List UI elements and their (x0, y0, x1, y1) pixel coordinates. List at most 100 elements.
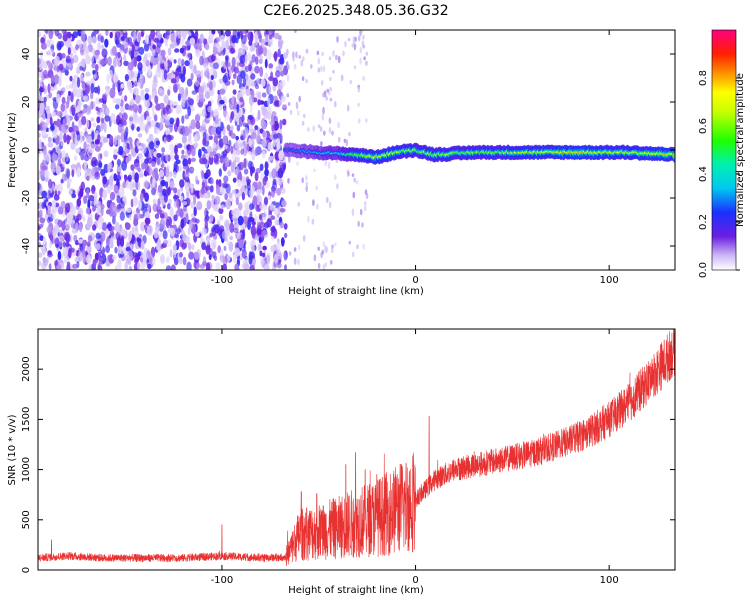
noise-blob (268, 170, 272, 179)
noise-blob (70, 52, 73, 58)
noise-blob (328, 56, 332, 61)
noise-blob (38, 31, 41, 38)
noise-blob (244, 53, 248, 64)
noise-blob (85, 46, 89, 55)
noise-blob (247, 114, 253, 120)
noise-blob (74, 155, 77, 161)
noise-blob (133, 71, 139, 78)
noise-blob (169, 206, 174, 218)
noise-blob (148, 164, 152, 175)
noise-blob (228, 129, 232, 137)
noise-blob (144, 217, 151, 225)
noise-blob (146, 249, 151, 260)
noise-blob (187, 106, 192, 117)
noise-blob (184, 60, 190, 67)
noise-blob (241, 192, 245, 201)
noise-blob (50, 85, 55, 92)
noise-blob (335, 54, 338, 61)
noise-blob (109, 31, 113, 39)
noise-blob (144, 88, 150, 93)
noise-blob (42, 113, 46, 120)
noise-blob (222, 74, 228, 83)
noise-blob (135, 180, 139, 190)
noise-blob (196, 179, 200, 185)
noise-blob (107, 163, 111, 174)
noise-blob (101, 44, 104, 50)
noise-blob (212, 142, 217, 149)
noise-blob (206, 145, 213, 153)
noise-blob (208, 135, 213, 141)
noise-blob (182, 65, 186, 76)
noise-blob (100, 169, 106, 176)
noise-blob (112, 45, 117, 56)
noise-blob (109, 87, 116, 99)
noise-blob (177, 57, 182, 66)
noise-blob (275, 65, 282, 72)
noise-blob (279, 221, 285, 229)
noise-blob (68, 189, 72, 196)
noise-blob (202, 137, 207, 146)
noise-blob (38, 152, 41, 158)
noise-blob (222, 263, 227, 270)
noise-blob (206, 237, 211, 246)
noise-blob (173, 195, 180, 200)
noise-blob (95, 200, 102, 209)
noise-blob (232, 227, 239, 233)
noise-blob (51, 111, 56, 118)
x-tick-label: 100 (600, 575, 619, 586)
noise-blob (47, 83, 51, 94)
noise-blob (287, 64, 290, 70)
noise-blob (109, 69, 113, 80)
spectrogram-x-axis-label: Height of straight line (km) (288, 286, 424, 297)
noise-blob (263, 210, 267, 221)
noise-blob (165, 128, 171, 136)
noise-blob (264, 58, 268, 69)
noise-blob (101, 93, 108, 101)
noise-blob (41, 165, 48, 171)
noise-blob (150, 119, 157, 127)
noise-blob (190, 119, 196, 130)
snr-x-axis-label: Height of straight line (km) (288, 585, 424, 596)
noise-blob (144, 163, 149, 173)
noise-blob (38, 132, 41, 138)
noise-blob (251, 54, 256, 63)
noise-blob (301, 121, 305, 126)
noise-blob (205, 245, 211, 255)
noise-blob (123, 174, 128, 180)
noise-blob (98, 257, 104, 262)
noise-blob (133, 31, 137, 41)
noise-blob (132, 104, 139, 112)
noise-blob (85, 107, 92, 116)
noise-blob (68, 248, 72, 259)
noise-blob (169, 227, 176, 237)
noise-blob (201, 227, 207, 236)
noise-blob (133, 87, 139, 96)
noise-blob (134, 94, 141, 105)
noise-blob (248, 95, 254, 106)
noise-blob (121, 228, 127, 237)
noise-blob (357, 35, 361, 42)
noise-blob (103, 122, 107, 133)
noise-blob (264, 161, 268, 171)
spectrogram-noise (38, 30, 369, 270)
noise-blob (152, 82, 157, 93)
noise-blob (82, 95, 89, 102)
noise-blob (114, 31, 121, 40)
noise-blob (359, 208, 363, 216)
noise-blob (268, 155, 275, 161)
noise-blob (48, 179, 53, 189)
noise-blob (226, 255, 231, 262)
noise-blob (262, 229, 268, 236)
noise-blob (62, 118, 66, 127)
noise-blob (106, 236, 110, 247)
noise-blob (165, 256, 170, 264)
noise-blob (43, 258, 49, 267)
noise-blob (194, 251, 200, 261)
noise-blob (223, 175, 229, 184)
noise-blob (131, 226, 135, 235)
noise-blob (259, 204, 264, 210)
noise-blob (293, 257, 297, 265)
noise-blob (119, 188, 124, 198)
noise-blob (162, 230, 168, 240)
noise-blob (40, 96, 44, 103)
